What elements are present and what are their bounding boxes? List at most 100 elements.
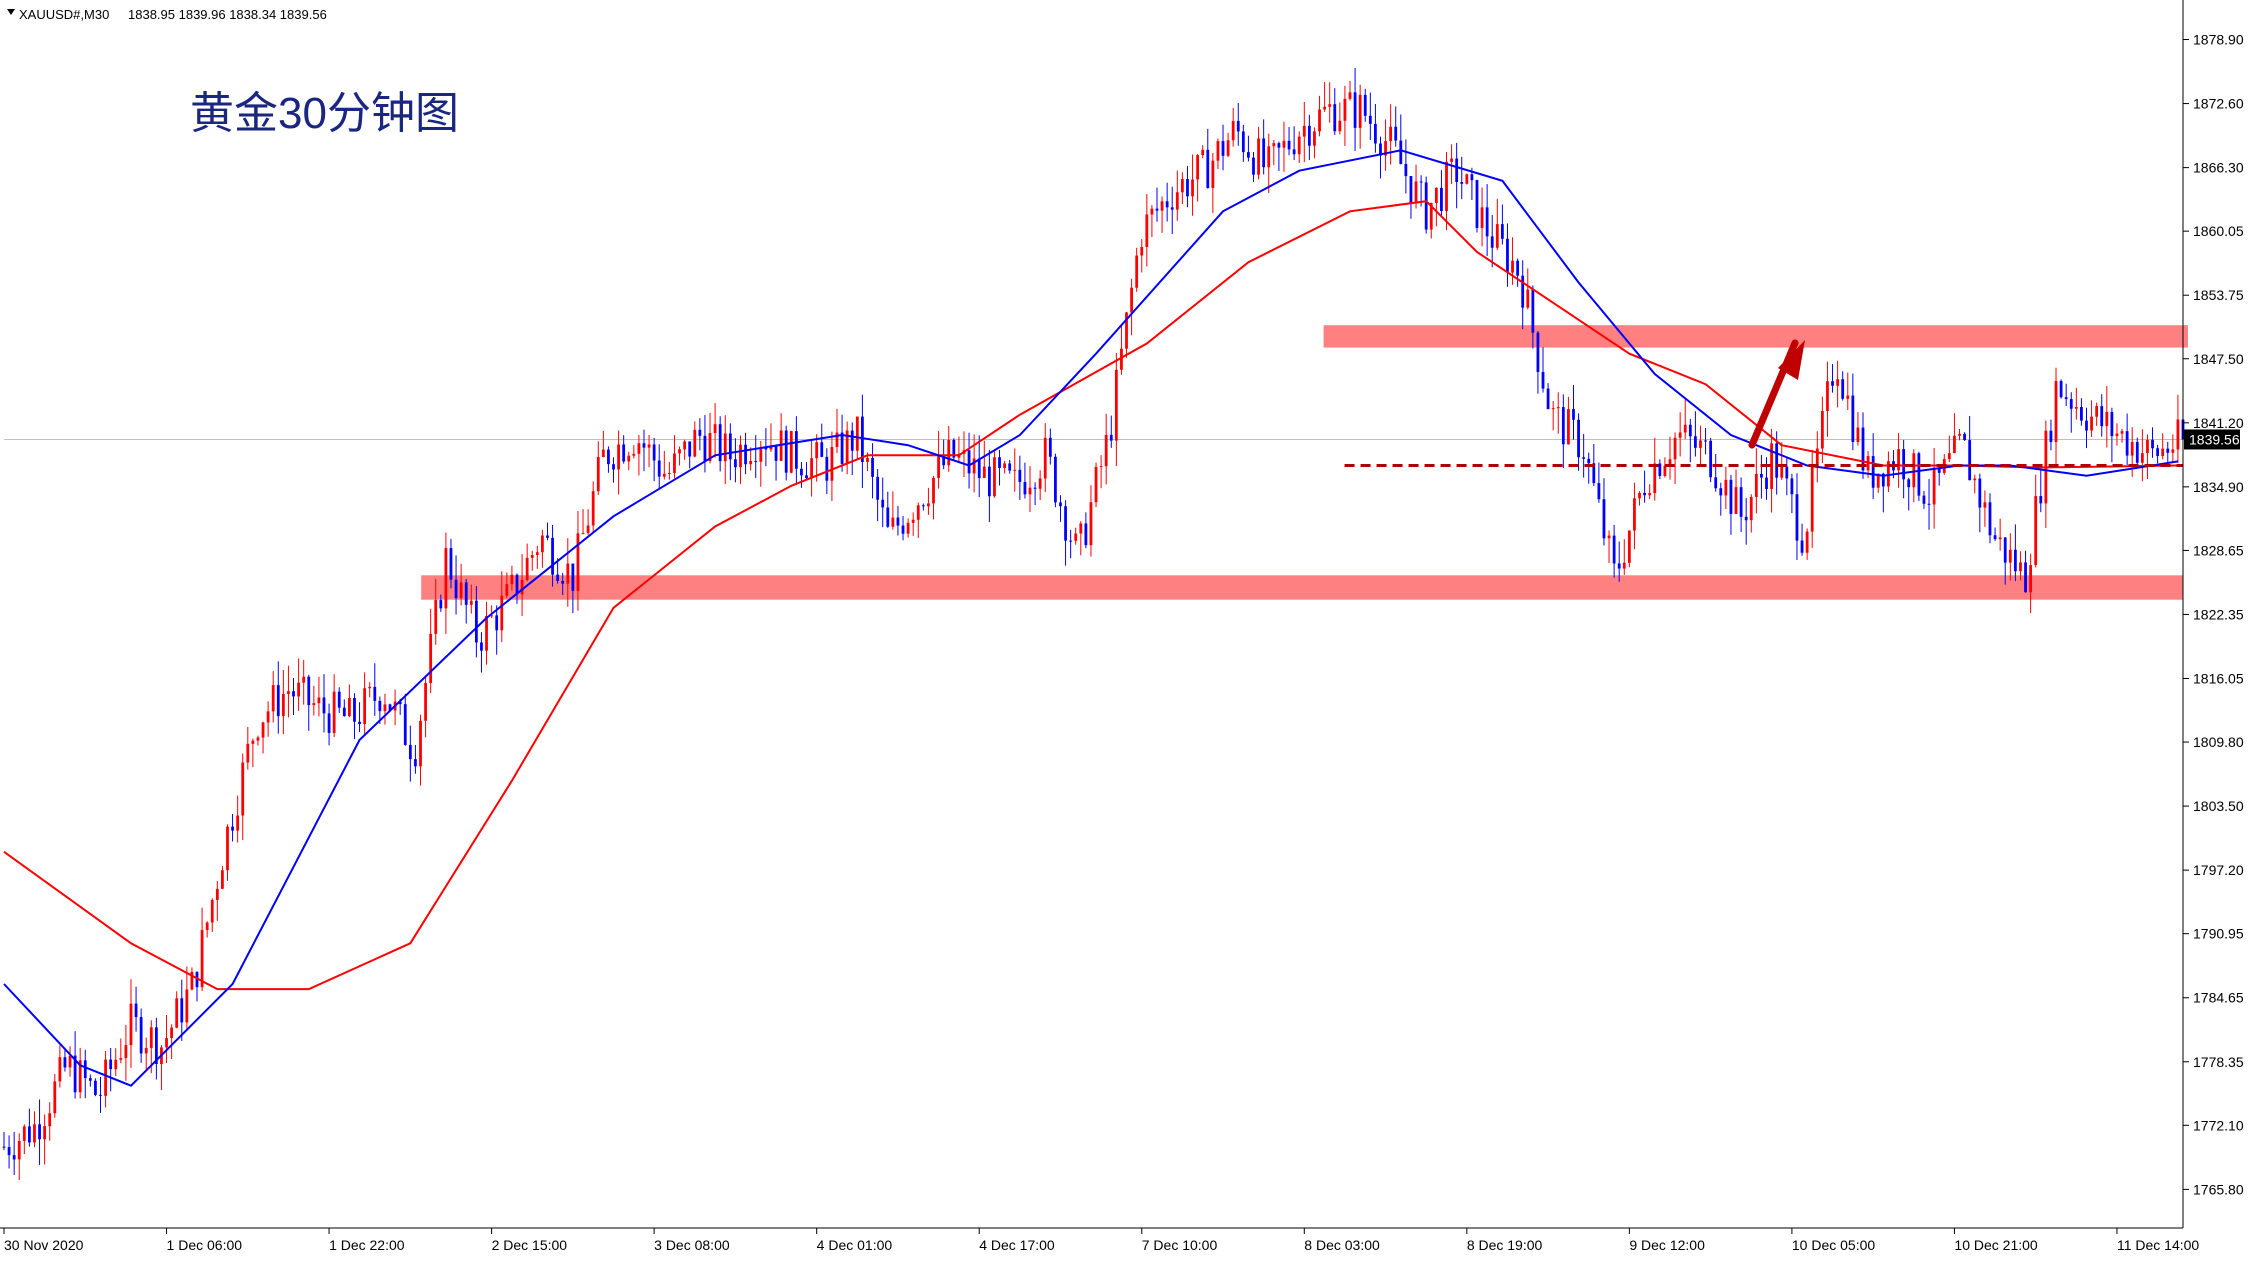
candle-body <box>104 1059 107 1096</box>
candle-body <box>657 460 661 477</box>
y-tick-label: 1860.05 <box>2193 223 2244 239</box>
candle-body <box>2034 496 2038 566</box>
candle-body <box>1409 176 1413 204</box>
candle-body <box>2151 439 2154 449</box>
candle-body <box>1932 467 1936 505</box>
candle-body <box>2146 439 2149 454</box>
candle-body <box>1043 437 1047 479</box>
candle-body <box>474 600 478 643</box>
candle-body <box>1678 432 1682 438</box>
candle-body <box>1526 289 1530 308</box>
candle-body <box>53 1081 57 1114</box>
candle-body <box>1450 158 1453 162</box>
candle-body <box>99 1094 102 1096</box>
y-tick-label: 1853.75 <box>2193 287 2244 303</box>
candle-body <box>515 574 519 595</box>
candle-body <box>688 441 692 457</box>
candle-body <box>2008 549 2012 563</box>
candle-body <box>1064 506 1067 541</box>
candle-body <box>2085 420 2088 431</box>
candle-body <box>1048 437 1052 457</box>
candle-body <box>1475 180 1479 229</box>
candle-body <box>2166 448 2170 453</box>
candle-body <box>1262 138 1266 168</box>
candle-body <box>1775 443 1779 478</box>
candle-body <box>129 1003 133 1046</box>
candle-body <box>1546 388 1550 410</box>
candle-body <box>703 435 707 462</box>
candle-body <box>1683 424 1687 433</box>
candle-body <box>1795 494 1799 541</box>
candle-body <box>896 517 900 526</box>
candle-body <box>1328 104 1332 107</box>
candle-body <box>408 744 412 760</box>
candle-body <box>185 989 189 1023</box>
candle-body <box>1434 187 1438 203</box>
candle-body <box>38 1124 41 1140</box>
candle-body <box>1180 179 1184 193</box>
candle-body <box>541 535 544 553</box>
candle-body <box>124 1045 128 1059</box>
candle-body <box>398 701 402 705</box>
candle-body <box>835 432 839 448</box>
candle-body <box>612 464 615 470</box>
candle-body <box>1953 435 1956 454</box>
candle-body <box>1521 275 1525 308</box>
candle-body <box>1754 473 1758 498</box>
candle-body <box>1693 436 1697 448</box>
candle-body <box>1109 434 1113 441</box>
candle-body <box>2049 430 2053 443</box>
candle-body <box>1267 146 1271 168</box>
candle-body <box>815 442 819 459</box>
candle-body <box>43 1126 47 1140</box>
candle-body <box>1597 483 1601 500</box>
candle-body <box>718 424 722 462</box>
candle-body <box>906 522 910 534</box>
candle-body <box>1836 379 1840 386</box>
candle-body <box>454 579 458 599</box>
candle-body <box>982 466 986 478</box>
dropdown-triangle-icon[interactable] <box>7 9 15 15</box>
candle-body <box>1013 469 1017 471</box>
candle-body <box>764 447 768 450</box>
candle-body <box>215 888 219 900</box>
candle-body <box>891 517 895 527</box>
x-tick-label: 4 Dec 01:00 <box>817 1237 893 1253</box>
candle-body <box>1277 143 1281 148</box>
y-tick-label: 1866.30 <box>2193 160 2244 176</box>
candle-body <box>708 433 712 462</box>
candle-body <box>932 477 935 504</box>
candle-body <box>942 456 946 466</box>
candle-body <box>368 686 372 689</box>
candle-body <box>444 548 448 609</box>
candle-body <box>911 519 915 523</box>
candle-body <box>1861 427 1865 471</box>
candle-body <box>83 1060 87 1079</box>
candle-body <box>632 453 636 456</box>
candle-body <box>33 1124 36 1143</box>
candle-body <box>195 971 199 988</box>
candle-body <box>246 743 250 763</box>
candle-body <box>2059 381 2063 398</box>
candle-body <box>1353 92 1357 128</box>
candle-body <box>1876 473 1880 488</box>
candle-body <box>307 676 311 706</box>
candle-body <box>190 971 194 990</box>
candle-body <box>723 433 727 462</box>
candle-body <box>2024 562 2027 593</box>
candle-body <box>1211 160 1215 189</box>
y-tick-label: 1816.05 <box>2193 670 2244 686</box>
candle-body <box>1744 516 1748 521</box>
candle-body <box>1490 236 1494 248</box>
candle-body <box>1500 224 1504 239</box>
candle-body <box>520 579 524 595</box>
candle-body <box>1389 126 1393 142</box>
candle-body <box>22 1126 26 1141</box>
ma-slow-line <box>3 200 2178 991</box>
candle-body <box>1688 424 1692 437</box>
candle-body <box>1978 478 1982 508</box>
candle-body <box>1871 456 1875 488</box>
candle-body <box>1368 115 1372 124</box>
candle-body <box>2156 448 2159 457</box>
